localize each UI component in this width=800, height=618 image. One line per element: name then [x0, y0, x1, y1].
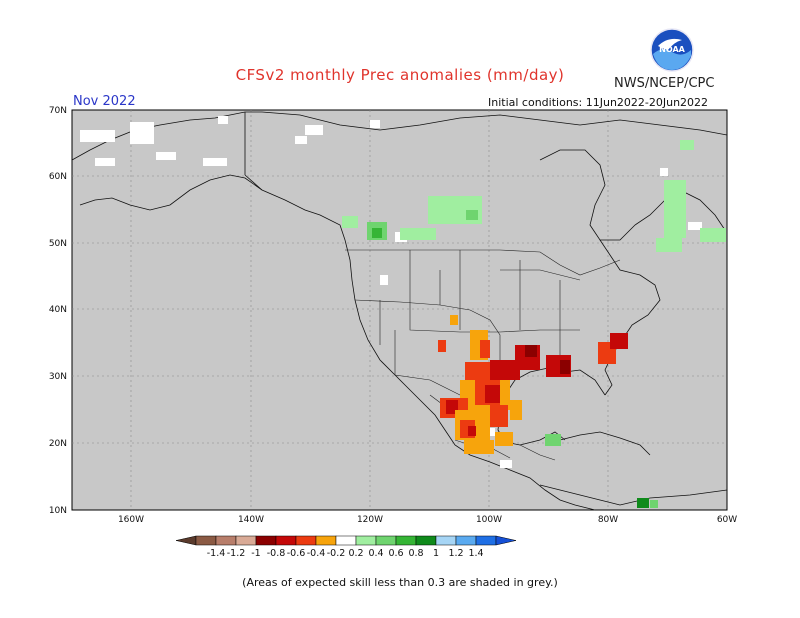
lon-label: 160W — [118, 515, 144, 525]
lat-label: 50N — [49, 239, 67, 249]
map-title: CFSv2 monthly Prec anomalies (mm/day) — [235, 66, 565, 84]
forecast-month: Nov 2022 — [73, 94, 136, 109]
colorbar-swatch — [435, 535, 457, 546]
colorbar-min-arrow — [175, 535, 197, 546]
colorbar-label: 1 — [433, 548, 439, 559]
colorbar-label: 0.4 — [368, 548, 383, 559]
lat-label: 70N — [49, 106, 67, 116]
colorbar-swatch — [395, 535, 417, 546]
lat-label: 20N — [49, 439, 67, 449]
coastlines — [71, 111, 728, 511]
map-frame — [71, 109, 728, 511]
colorbar-swatch — [375, 535, 397, 546]
colorbar-swatch — [195, 535, 217, 546]
negative-anomaly-cells — [438, 315, 628, 454]
latitude-labels: 70N 60N 50N 40N 30N 20N 10N — [49, 106, 67, 516]
colorbar-label: -0.4 — [307, 548, 326, 559]
colorbar-label: 0.6 — [388, 548, 403, 559]
colorbar-label: 1.4 — [468, 548, 483, 559]
lon-label: 80W — [598, 515, 618, 525]
colorbar: -1.4 -1.2 -1 -0.8 -0.6 -0.4 -0.2 0.2 0.4 0.6 0.8 1 1… — [175, 535, 517, 559]
colorbar-swatch — [295, 535, 317, 546]
colorbar-label: 0.8 — [408, 548, 423, 559]
colorbar-swatch — [415, 535, 437, 546]
colorbar-max-arrow — [495, 535, 517, 546]
lat-label: 40N — [49, 305, 67, 315]
colorbar-label: -1.2 — [227, 548, 246, 559]
colorbar-swatch — [235, 535, 257, 546]
lat-label: 30N — [49, 372, 67, 382]
colorbar-label: -1.4 — [207, 548, 226, 559]
lon-label: 120W — [357, 515, 383, 525]
lat-label: 60N — [49, 172, 67, 182]
graticule — [72, 110, 727, 510]
lat-label: 10N — [49, 506, 67, 516]
initial-conditions: Initial conditions: 11Jun2022-20Jun2022 — [488, 96, 709, 109]
longitude-labels: 160W 140W 120W 100W 80W 60W — [118, 515, 737, 525]
colorbar-label: 0.2 — [348, 548, 363, 559]
positive-anomaly-cells — [342, 140, 726, 508]
colorbar-swatch — [215, 535, 237, 546]
colorbar-label: -0.6 — [287, 548, 306, 559]
colorbar-swatch — [335, 535, 357, 546]
lon-label: 60W — [717, 515, 737, 525]
colorbar-label: -0.2 — [327, 548, 346, 559]
colorbar-swatch — [255, 535, 277, 546]
footnote: (Areas of expected skill less than 0.3 a… — [242, 576, 558, 589]
agency-label: NWS/NCEP/CPC — [614, 76, 715, 91]
colorbar-swatch — [355, 535, 377, 546]
noaa-logo-icon: NOAA — [650, 28, 694, 72]
colorbar-label: 1.2 — [448, 548, 463, 559]
colorbar-label: -0.8 — [267, 548, 286, 559]
logo-text: NOAA — [659, 45, 685, 54]
colorbar-swatch — [315, 535, 337, 546]
colorbar-swatch — [475, 535, 497, 546]
lon-label: 100W — [476, 515, 502, 525]
colorbar-label: -1 — [251, 548, 260, 559]
colorbar-swatch — [455, 535, 477, 546]
lon-label: 140W — [238, 515, 264, 525]
colorbar-swatch — [275, 535, 297, 546]
political-borders — [345, 249, 621, 401]
